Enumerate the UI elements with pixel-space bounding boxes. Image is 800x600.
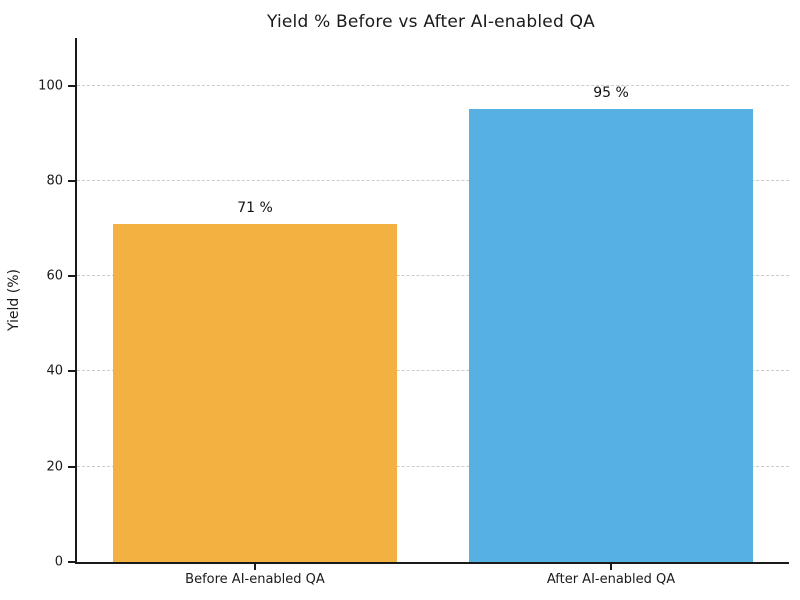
y-tick-mark-80 bbox=[68, 179, 75, 182]
bar-column-1: 95 % After AI-enabled QA bbox=[433, 38, 789, 587]
bar-0 bbox=[112, 223, 398, 562]
y-axis-label: Yield (%) bbox=[6, 268, 22, 332]
y-tick-mark-100 bbox=[68, 84, 75, 87]
y-tick-label-40: 40 bbox=[46, 363, 63, 379]
y-tick-mark-60 bbox=[68, 275, 75, 278]
y-tick-mark-40 bbox=[68, 370, 75, 373]
x-tick-label-1: After AI-enabled QA bbox=[546, 572, 676, 587]
gridline-y-60 bbox=[77, 275, 789, 277]
y-tick-label-20: 20 bbox=[46, 459, 63, 475]
gridline-y-80 bbox=[77, 179, 789, 181]
chart-title: Yield % Before vs After AI-enabled QA bbox=[267, 12, 595, 32]
y-tick-mark-20 bbox=[68, 465, 75, 468]
bar-1 bbox=[468, 109, 754, 562]
gridline-y-100 bbox=[77, 84, 789, 86]
bar-column-0: 71 % Before AI-enabled QA bbox=[77, 38, 433, 587]
plot-area: 0 20 40 60 80 100 71 % Before AI-enabled QA 95 %… bbox=[38, 38, 789, 587]
bar-value-label-1: 95 % bbox=[593, 85, 629, 102]
y-tick-label-100: 100 bbox=[38, 78, 63, 94]
x-tick-label-0: Before AI-enabled QA bbox=[185, 572, 325, 587]
x-tick-mark-0 bbox=[254, 564, 256, 570]
gridline-y-20 bbox=[77, 465, 789, 467]
y-tick-label-80: 80 bbox=[46, 173, 63, 189]
y-tick-label-0: 0 bbox=[54, 554, 63, 570]
gridline-y-40 bbox=[77, 370, 789, 372]
y-tick-mark-0 bbox=[68, 561, 75, 563]
bar-value-label-0: 71 % bbox=[237, 199, 273, 216]
y-tick-label-60: 60 bbox=[46, 268, 63, 284]
x-tick-mark-1 bbox=[610, 564, 612, 570]
